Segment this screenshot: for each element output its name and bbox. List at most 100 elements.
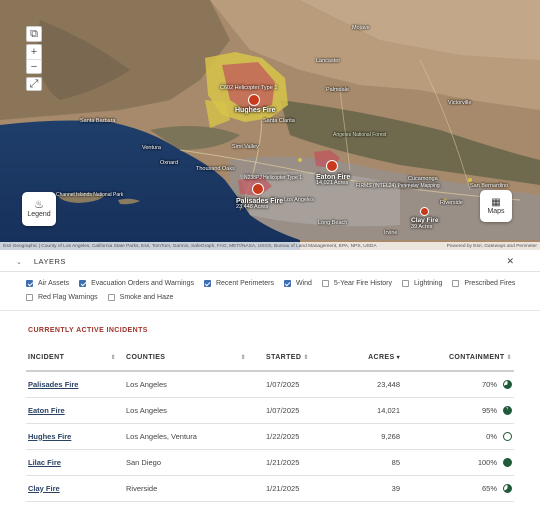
table-row: Eaton Fire Los Angeles 1/07/2025 14,021 95%	[26, 397, 514, 424]
fire-marker-icon[interactable]	[420, 207, 429, 216]
incident-link[interactable]: Palisades Fire	[28, 379, 79, 389]
sort-icon[interactable]: ⇕	[110, 354, 116, 361]
zoom-in-button[interactable]: +	[30, 46, 38, 58]
attribution-right: Powered by Esri, Gateways and Perimeter	[446, 243, 537, 249]
containment-cell: 0%	[402, 423, 514, 450]
fire-marker-icon[interactable]	[248, 94, 260, 106]
containment-pie-icon	[503, 405, 512, 415]
legend-button-label: Legend	[27, 211, 51, 218]
place-label: Long Beach	[318, 220, 348, 226]
layers-panel-header[interactable]: ⌄ LAYERS ✕	[0, 252, 540, 272]
layer-option-label: Prescribed Fires	[464, 279, 516, 287]
layer-option[interactable]: Wind	[283, 279, 312, 287]
fire-label-palisades: Palisades Fire 23,448 Acres	[236, 198, 283, 211]
started-cell: 1/07/2025	[250, 371, 332, 398]
containment-value: 100%	[477, 457, 497, 467]
attribution-left: Esri Geographic | County of Los Angeles,…	[3, 243, 377, 249]
column-header-acres[interactable]: ACRES ▾	[332, 344, 402, 372]
header-label: CONTAINMENT	[448, 353, 505, 361]
layer-option[interactable]: Smoke and Haze	[107, 293, 173, 301]
incident-link[interactable]: Clay Fire	[28, 483, 60, 493]
layer-checkbox[interactable]	[321, 279, 329, 287]
layer-option[interactable]: Air Assets	[26, 279, 69, 287]
column-header-incident[interactable]: INCIDENT ⇕	[26, 344, 124, 372]
layers-toggle-icon[interactable]: ⧉	[26, 26, 42, 42]
close-icon[interactable]: ✕	[506, 256, 514, 266]
layers-title: LAYERS	[33, 257, 66, 266]
layer-checkbox[interactable]	[79, 279, 87, 287]
layer-checkbox[interactable]	[452, 279, 460, 287]
layer-option-label: Red Flag Warnings	[38, 293, 98, 301]
column-header-counties[interactable]: COUNTIES ⇕	[124, 344, 250, 372]
started-cell: 1/21/2025	[250, 449, 332, 476]
layer-checkbox[interactable]	[283, 279, 291, 287]
place-label: Pomona	[398, 184, 419, 190]
layer-option[interactable]: Evacuation Orders and Warnings	[79, 279, 194, 287]
chevron-down-icon[interactable]: ⌄	[16, 258, 22, 266]
place-label: Simi Valley	[232, 144, 259, 150]
fire-marker-icon[interactable]	[326, 160, 338, 172]
incident-cell: Clay Fire	[26, 475, 124, 502]
layer-checkbox[interactable]	[26, 293, 33, 301]
layer-option-label: Recent Perimeters	[215, 279, 274, 287]
place-label: Santa Clarita	[263, 118, 295, 124]
flame-icon: ♨	[34, 199, 44, 211]
layer-option[interactable]: Red Flag Warnings	[26, 293, 98, 301]
layer-option[interactable]: Recent Perimeters	[203, 279, 274, 287]
layer-option-label: Wind	[295, 279, 312, 287]
layer-row: Red Flag Warnings Smoke and Haze	[26, 290, 526, 304]
fire-label-clay: Clay Fire 39 Acres	[411, 217, 438, 231]
layer-checkbox[interactable]	[203, 279, 211, 287]
containment-value: 95%	[481, 405, 497, 415]
place-label: Thousand Oaks	[196, 166, 235, 172]
sort-icon[interactable]: ⇕	[303, 354, 309, 361]
started-cell: 1/07/2025	[250, 397, 332, 424]
fire-map[interactable]: ⧉ + − ⤢ Santa Barbara Ventura Oxnard Tho…	[0, 0, 540, 250]
layer-option[interactable]: Lightning	[402, 279, 442, 287]
legend-button[interactable]: ♨ Legend	[22, 192, 56, 226]
started-cell: 1/22/2025	[250, 423, 332, 450]
fire-acres: 14,021 Acres	[316, 180, 349, 187]
map-icon: ▦	[491, 196, 501, 208]
layer-checkbox[interactable]	[107, 293, 115, 301]
acres-cell: 23,448	[332, 371, 402, 398]
incident-link[interactable]: Hughes Fire	[28, 431, 72, 441]
containment-pie-icon	[503, 483, 512, 493]
counties-cell: Riverside	[124, 475, 250, 502]
maps-button[interactable]: ▦ Maps	[480, 190, 512, 222]
fire-marker-icon[interactable]	[252, 183, 264, 195]
layer-checkbox[interactable]	[402, 279, 409, 287]
sort-icon[interactable]: ⇕	[240, 354, 246, 361]
incident-cell: Eaton Fire	[26, 397, 124, 424]
sort-icon[interactable]: ⇕	[506, 354, 512, 361]
layer-checkbox[interactable]	[26, 279, 33, 287]
map-attribution: Esri Geographic | County of Los Angeles,…	[0, 242, 540, 250]
containment-cell: 65%	[402, 475, 514, 502]
fire-name: Palisades Fire	[236, 198, 284, 205]
counties-cell: Los Angeles	[124, 397, 250, 424]
place-label: Angeles National Forest	[333, 132, 387, 138]
layer-option[interactable]: 5-Year Fire History	[321, 279, 392, 287]
layer-option[interactable]: Prescribed Fires	[452, 279, 516, 287]
incident-link[interactable]: Eaton Fire	[28, 405, 65, 415]
column-header-containment[interactable]: CONTAINMENT ⇕	[402, 344, 514, 372]
place-label: Lancaster	[316, 58, 341, 64]
incident-cell: Hughes Fire	[26, 423, 124, 450]
header-label: STARTED	[266, 353, 302, 361]
fullscreen-icon[interactable]: ⤢	[26, 77, 42, 91]
perimeter-label: FIRMS (INTEL24) Perimeter Mapping	[356, 183, 440, 189]
map-terrain	[0, 0, 540, 250]
incidents-table-body: Palisades Fire Los Angeles 1/07/2025 23,448…	[26, 371, 514, 502]
containment-value: 0%	[486, 431, 497, 441]
zoom-out-button[interactable]: −	[27, 59, 41, 73]
incident-cell: Palisades Fire	[26, 371, 124, 398]
layer-option-label: 5-Year Fire History	[333, 279, 392, 287]
sort-down-icon[interactable]: ▾	[396, 354, 400, 361]
containment-pie-icon	[503, 431, 512, 441]
incident-link[interactable]: Lilac Fire	[28, 457, 61, 467]
helicopter-label: C602 Helicopter Type 1	[220, 85, 278, 91]
header-label: INCIDENT	[28, 353, 65, 361]
column-header-started[interactable]: STARTED ⇕	[250, 344, 332, 372]
table-row: Clay Fire Riverside 1/21/2025 39 65%	[26, 475, 514, 502]
counties-cell: Los Angeles, Ventura	[124, 423, 250, 450]
